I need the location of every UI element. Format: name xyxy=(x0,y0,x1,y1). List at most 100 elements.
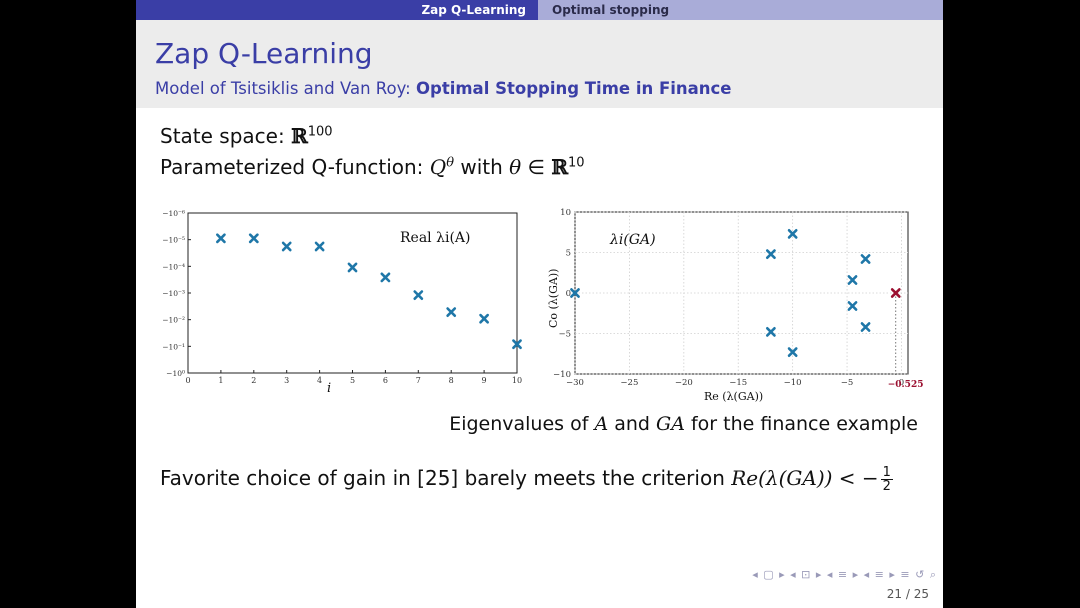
data-point-ga-stroke-2 xyxy=(765,326,776,337)
data-point-a-stroke-2 xyxy=(281,241,292,252)
x-tick-label-ga: −30 xyxy=(566,378,584,388)
section-navigation-bar: Zap Q-Learning Optimal stopping xyxy=(136,0,943,20)
subtitle-bold: Optimal Stopping Time in Finance xyxy=(415,79,732,98)
y-tick-label-ga: −5 xyxy=(558,330,571,340)
data-point-a xyxy=(314,241,325,252)
data-point-ga-stroke-2 xyxy=(787,347,798,358)
data-point-ga-stroke-2 xyxy=(860,254,871,264)
y-tick-label-a: −10⁻¹ xyxy=(162,342,185,351)
data-point-ga-stroke-2 xyxy=(847,301,858,311)
highlight-annotation: −0.525 xyxy=(888,380,924,390)
data-point-ga-stroke-2 xyxy=(787,228,798,239)
x-tick-label-a: 1 xyxy=(218,376,223,385)
data-point-ga xyxy=(570,288,580,298)
page-number: 21 / 25 xyxy=(886,587,929,601)
beamer-navigation-icons[interactable]: ◂ ▢ ▸ ◂ ⊡ ▸ ◂ ≡ ▸ ◂ ≡ ▸ ≡ ↺ ⌕ xyxy=(752,568,937,581)
data-point-a xyxy=(413,290,424,301)
frame-header: Zap Q-Learning Model of Tsitsiklis and V… xyxy=(136,20,943,108)
data-point-a-stroke-2 xyxy=(314,241,325,252)
dimension-exponent: 100 xyxy=(307,124,333,140)
data-point-a xyxy=(216,233,226,244)
plot-frame-a xyxy=(187,212,518,374)
parameter-exponent: 10 xyxy=(567,155,585,171)
highlighted-eigenvalue-stroke-2 xyxy=(890,288,901,298)
y-tick-label-ga: 5 xyxy=(566,249,571,259)
q-function-text: Parameterized Q-function: xyxy=(160,155,430,179)
x-tick-label-a: 5 xyxy=(350,376,355,385)
caption-and: and xyxy=(608,413,657,435)
caption-matrix-a: A xyxy=(594,413,609,435)
frame-title: Zap Q-Learning xyxy=(155,37,373,70)
data-point-a-stroke-2 xyxy=(347,262,358,273)
section-link-zap-q-learning[interactable]: Zap Q-Learning xyxy=(136,0,538,20)
data-point-a xyxy=(248,233,259,244)
x-tick-label-a: 4 xyxy=(317,376,322,385)
data-point-a xyxy=(479,313,490,324)
with-text: with xyxy=(454,155,510,179)
data-point-ga-stroke-2 xyxy=(847,275,858,285)
data-point-a-stroke-2 xyxy=(446,307,457,317)
x-tick-label-ga: −15 xyxy=(729,378,747,388)
data-point-ga xyxy=(860,254,871,264)
x-tick-label-a: 7 xyxy=(416,376,421,385)
q-function-line: Parameterized Q-function: Qθ with θ ∈ ℝ1… xyxy=(160,155,585,179)
y-tick-label-ga: 0 xyxy=(566,289,571,299)
x-tick-label-ga: 0 xyxy=(899,378,904,388)
caption-text-a: Eigenvalues of xyxy=(449,413,595,435)
x-tick-label-a: 9 xyxy=(482,376,487,385)
data-point-ga xyxy=(847,301,858,311)
data-point-a-stroke-2 xyxy=(512,339,522,350)
data-point-a xyxy=(512,339,522,350)
y-tick-label-a: −10⁻⁵ xyxy=(162,236,185,245)
x-axis-label-a: i xyxy=(327,381,331,396)
reals-symbol-2: ℝ xyxy=(551,155,568,179)
fraction-denominator: 2 xyxy=(882,479,891,494)
element-of-symbol: ∈ xyxy=(521,155,552,179)
data-point-a xyxy=(446,307,457,317)
state-space-line: State space: ℝ100 xyxy=(160,124,333,148)
data-point-ga xyxy=(787,347,798,358)
data-point-a-stroke-2 xyxy=(248,233,259,244)
y-tick-label-a: −10⁻² xyxy=(162,316,185,325)
data-point-a xyxy=(380,272,391,283)
x-tick-label-a: 0 xyxy=(185,376,190,385)
criterion-line: Favorite choice of gain in [25] barely m… xyxy=(160,466,893,493)
x-tick-label-a: 10 xyxy=(512,376,522,385)
theta-superscript: θ xyxy=(446,155,455,171)
subtitle-plain: Model of Tsitsiklis and Van Roy: xyxy=(155,79,416,98)
q-symbol: Q xyxy=(429,155,447,179)
criterion-text: Favorite choice of gain in [25] barely m… xyxy=(160,466,732,490)
data-point-ga xyxy=(860,322,871,332)
frame-subtitle: Model of Tsitsiklis and Van Roy: Optimal… xyxy=(155,79,732,98)
reals-symbol: ℝ xyxy=(291,124,308,148)
highlighted-eigenvalue xyxy=(890,288,901,298)
criterion-math: Re(λ(GA)) < − xyxy=(731,466,879,490)
x-tick-label-a: 6 xyxy=(383,376,388,385)
data-point-a-stroke-2 xyxy=(380,272,391,283)
x-tick-label-a: 2 xyxy=(251,376,256,385)
y-tick-label-a: −10⁻³ xyxy=(162,289,185,298)
data-point-ga-stroke-2 xyxy=(860,322,871,332)
data-point-ga-stroke-2 xyxy=(570,288,580,298)
figure-caption: Eigenvalues of A and GA for the finance … xyxy=(449,413,918,435)
data-point-a-stroke-2 xyxy=(479,313,490,324)
chart-title-ga: λi(GA) xyxy=(609,232,656,248)
data-point-ga xyxy=(765,326,776,337)
data-point-ga-stroke-2 xyxy=(765,249,776,260)
x-tick-label-ga: −10 xyxy=(784,378,802,388)
y-tick-label-ga: 10 xyxy=(560,208,571,218)
data-point-ga xyxy=(765,249,776,260)
x-tick-label-ga: −5 xyxy=(841,378,854,388)
section-link-optimal-stopping[interactable]: Optimal stopping xyxy=(552,3,670,17)
y-axis-label-ga: Co (λ(GA)) xyxy=(547,269,560,328)
y-tick-label-a: −10⁻⁶ xyxy=(162,209,185,218)
chart-title-a: Real λi(A) xyxy=(400,230,471,246)
caption-text-b: for the finance example xyxy=(684,413,918,435)
y-tick-label-a: −10⁰ xyxy=(166,369,185,378)
data-point-a xyxy=(347,262,358,273)
data-point-a-stroke-2 xyxy=(413,290,424,301)
theta-symbol: θ xyxy=(509,155,522,179)
slide: Zap Q-Learning Optimal stopping Zap Q-Le… xyxy=(136,0,943,608)
x-tick-label-ga: −25 xyxy=(620,378,638,388)
